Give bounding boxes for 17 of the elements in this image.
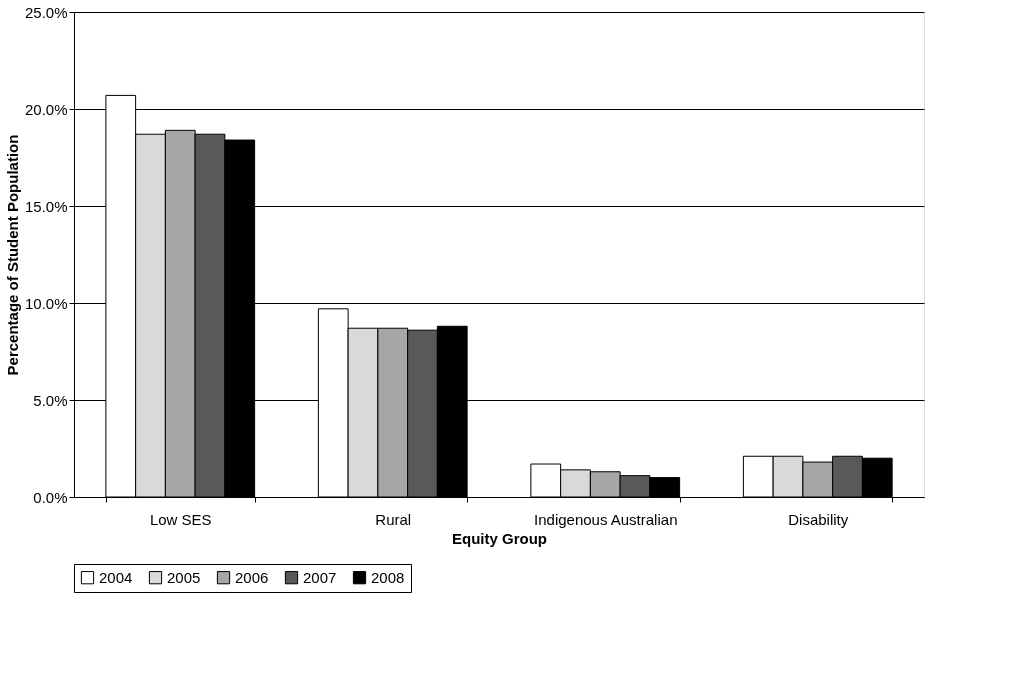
x-axis-title: Equity Group xyxy=(452,529,547,547)
y-tick-label: 0.0% xyxy=(33,488,68,506)
legend-label: 2008 xyxy=(371,568,405,586)
x-tick-label: Low SES xyxy=(149,510,212,528)
legend-label: 2005 xyxy=(167,568,201,586)
y-tick-label: 25.0% xyxy=(24,3,68,21)
y-tick-label: 10.0% xyxy=(24,294,68,312)
y-tick-label: 15.0% xyxy=(24,197,68,215)
x-tick-label: Disability xyxy=(788,510,849,528)
legend-label: 2007 xyxy=(303,568,337,586)
y-tick-label: 5.0% xyxy=(33,391,68,409)
legend-label: 2006 xyxy=(235,568,269,586)
y-axis-title: Percentage of Student Population xyxy=(3,134,21,376)
legend-label: 2004 xyxy=(99,568,133,586)
x-tick-label: Rural xyxy=(375,510,412,528)
x-tick-label: Indigenous Australian xyxy=(534,510,678,528)
y-tick-label: 20.0% xyxy=(24,100,68,118)
